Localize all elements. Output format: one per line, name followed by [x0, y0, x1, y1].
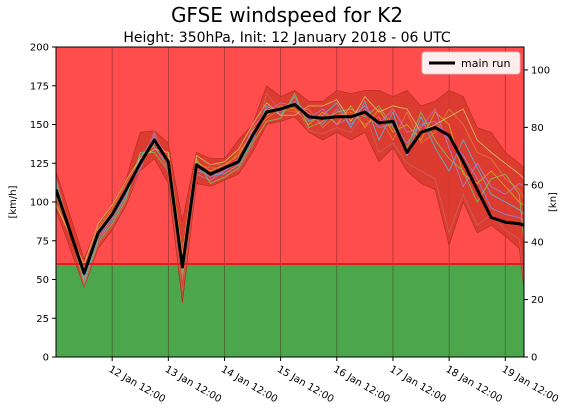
chart-title: GFSE windspeed for K2 — [171, 3, 403, 27]
y2-tick-label: 0 — [531, 353, 537, 364]
x-tick-label: 17 Jan 12:00 — [387, 364, 447, 405]
ensemble-envelope — [56, 85, 524, 303]
y2-axis-label: [kn] — [548, 192, 559, 212]
x-tick-label: 19 Jan 12:00 — [500, 364, 560, 405]
y2-tick-label: 40 — [531, 238, 544, 249]
y-tick-label: 150 — [30, 120, 49, 131]
y-tick-label: 125 — [30, 159, 49, 170]
y-tick-label: 75 — [36, 236, 49, 247]
chart-subtitle: Height: 350hPa, Init: 12 January 2018 - … — [123, 30, 450, 46]
y-tick-label: 50 — [36, 275, 49, 286]
legend-box — [421, 51, 521, 75]
y2-tick-label: 20 — [531, 295, 544, 306]
x-tick-label: 15 Jan 12:00 — [275, 364, 335, 405]
y-tick-label: 0 — [43, 353, 49, 364]
y-tick-label: 200 — [30, 43, 49, 54]
x-tick-label: 14 Jan 12:00 — [219, 364, 279, 405]
x-tick-label: 18 Jan 12:00 — [444, 364, 504, 405]
y-tick-label: 100 — [30, 198, 49, 209]
x-tick-label: 12 Jan 12:00 — [107, 364, 167, 405]
y2-tick-label: 60 — [531, 180, 544, 191]
x-tick-label: 16 Jan 12:00 — [331, 364, 391, 405]
below-threshold-zone — [56, 264, 524, 357]
y-tick-label: 175 — [30, 81, 49, 92]
y2-tick-label: 100 — [531, 65, 550, 76]
y-axis-label: [km/h] — [8, 185, 19, 218]
main-run-line — [56, 102, 524, 275]
plot-inner — [56, 47, 524, 357]
y2-tick-label: 80 — [531, 123, 544, 134]
y-tick-label: 25 — [36, 314, 49, 325]
x-tick-label: 13 Jan 12:00 — [163, 364, 223, 405]
plot-area: 0 25 50 75 100 125 150 175 200 0 20 40 60 80 100 12 Jan… — [8, 43, 560, 406]
legend-label-main-run: main run — [461, 57, 510, 70]
